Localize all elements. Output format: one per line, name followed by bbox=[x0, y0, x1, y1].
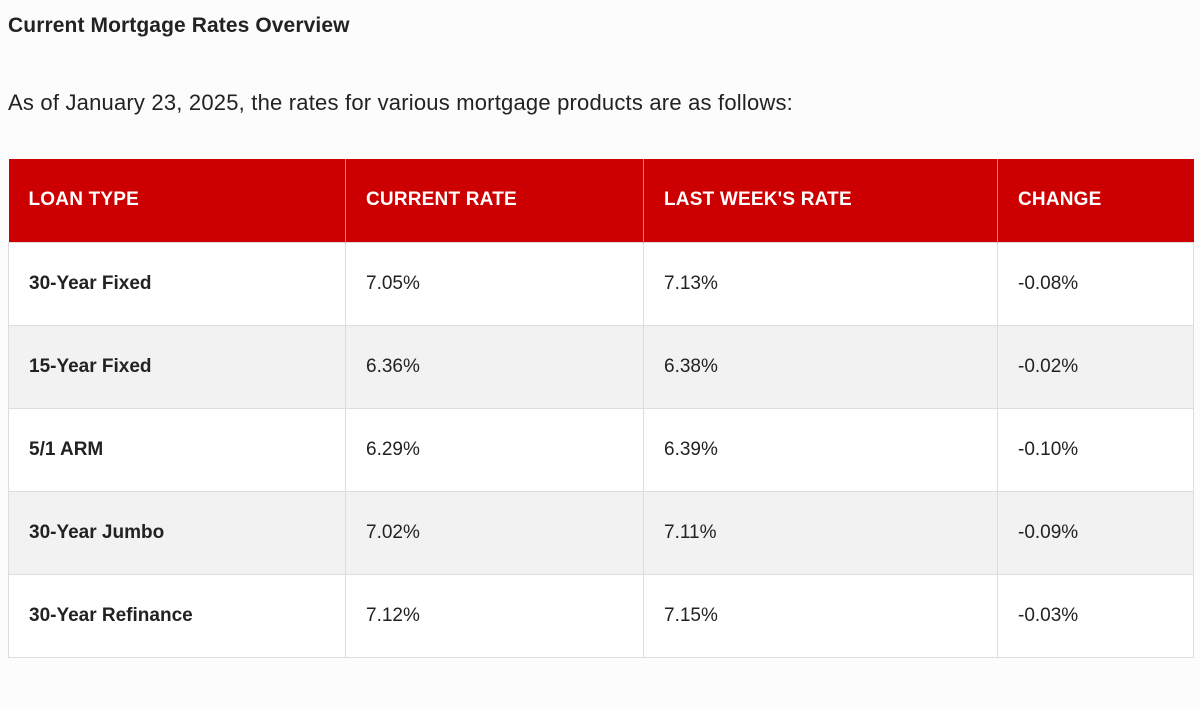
change-cell: -0.09% bbox=[997, 490, 1194, 575]
header-current-rate: CURRENT RATE bbox=[345, 159, 644, 242]
header-last-week-rate: LAST WEEK'S RATE bbox=[643, 159, 998, 242]
loan-type-cell: 15-Year Fixed bbox=[8, 324, 346, 409]
loan-type-cell: 30-Year Jumbo bbox=[8, 490, 346, 575]
table-header-row: LOAN TYPE CURRENT RATE LAST WEEK'S RATE … bbox=[8, 159, 1194, 242]
table-row: 30-Year Jumbo 7.02% 7.11% -0.09% bbox=[8, 490, 1194, 575]
loan-type-cell: 30-Year Refinance bbox=[8, 573, 346, 658]
header-loan-type: LOAN TYPE bbox=[8, 159, 346, 242]
last-week-rate-cell: 6.38% bbox=[643, 324, 998, 409]
loan-type-cell: 30-Year Fixed bbox=[8, 241, 346, 326]
last-week-rate-cell: 7.15% bbox=[643, 573, 998, 658]
current-rate-cell: 7.05% bbox=[345, 241, 644, 326]
last-week-rate-cell: 6.39% bbox=[643, 407, 998, 492]
table-row: 30-Year Fixed 7.05% 7.13% -0.08% bbox=[8, 241, 1194, 326]
page-title: Current Mortgage Rates Overview bbox=[8, 14, 350, 37]
table-row: 5/1 ARM 6.29% 6.39% -0.10% bbox=[8, 407, 1194, 492]
intro-text: As of January 23, 2025, the rates for va… bbox=[8, 90, 793, 115]
last-week-rate-cell: 7.11% bbox=[643, 490, 998, 575]
change-cell: -0.10% bbox=[997, 407, 1194, 492]
mortgage-rates-table: LOAN TYPE CURRENT RATE LAST WEEK'S RATE … bbox=[8, 159, 1194, 658]
current-rate-cell: 6.29% bbox=[345, 407, 644, 492]
last-week-rate-cell: 7.13% bbox=[643, 241, 998, 326]
change-cell: -0.08% bbox=[997, 241, 1194, 326]
current-rate-cell: 6.36% bbox=[345, 324, 644, 409]
change-cell: -0.02% bbox=[997, 324, 1194, 409]
header-change: CHANGE bbox=[1018, 189, 1102, 211]
table-row: 15-Year Fixed 6.36% 6.38% -0.02% bbox=[8, 324, 1194, 409]
table-row: 30-Year Refinance 7.12% 7.15% -0.03% bbox=[8, 573, 1194, 658]
change-cell: -0.03% bbox=[997, 573, 1194, 658]
loan-type-cell: 5/1 ARM bbox=[8, 407, 346, 492]
current-rate-cell: 7.12% bbox=[345, 573, 644, 658]
current-rate-cell: 7.02% bbox=[345, 490, 644, 575]
